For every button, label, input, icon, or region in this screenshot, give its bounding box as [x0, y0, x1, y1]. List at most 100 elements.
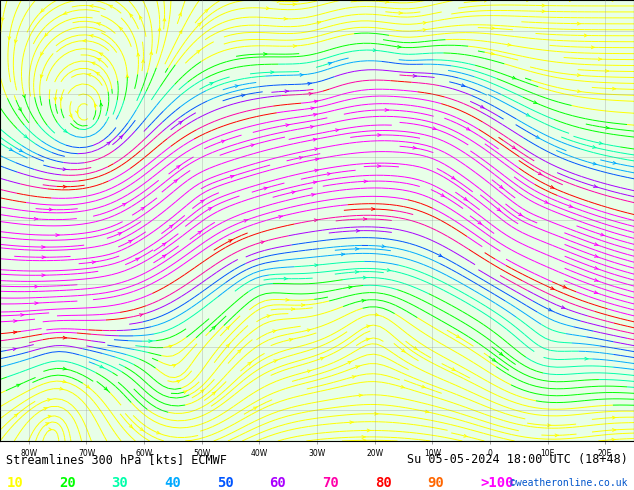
FancyArrowPatch shape: [328, 62, 332, 65]
FancyArrowPatch shape: [172, 365, 176, 367]
FancyArrowPatch shape: [49, 208, 53, 211]
FancyArrowPatch shape: [16, 384, 20, 387]
Text: >100: >100: [480, 476, 514, 490]
FancyArrowPatch shape: [122, 203, 126, 206]
FancyArrowPatch shape: [464, 197, 467, 201]
FancyArrowPatch shape: [97, 58, 101, 61]
FancyArrowPatch shape: [44, 408, 48, 410]
FancyArrowPatch shape: [432, 127, 436, 129]
FancyArrowPatch shape: [500, 352, 503, 356]
FancyArrowPatch shape: [90, 4, 93, 7]
FancyArrowPatch shape: [542, 4, 545, 7]
FancyArrowPatch shape: [352, 376, 356, 378]
FancyArrowPatch shape: [561, 306, 565, 309]
FancyArrowPatch shape: [244, 220, 248, 222]
FancyArrowPatch shape: [497, 208, 501, 211]
FancyArrowPatch shape: [42, 245, 45, 248]
FancyArrowPatch shape: [569, 205, 573, 207]
FancyArrowPatch shape: [512, 76, 516, 79]
FancyArrowPatch shape: [362, 436, 365, 439]
FancyArrowPatch shape: [600, 233, 604, 236]
FancyArrowPatch shape: [100, 365, 103, 368]
FancyArrowPatch shape: [401, 386, 404, 388]
FancyArrowPatch shape: [526, 114, 530, 116]
Text: ©weatheronline.co.uk: ©weatheronline.co.uk: [510, 478, 628, 488]
FancyArrowPatch shape: [612, 438, 615, 441]
FancyArrowPatch shape: [595, 267, 598, 269]
FancyArrowPatch shape: [612, 429, 616, 431]
FancyArrowPatch shape: [612, 416, 616, 419]
FancyArrowPatch shape: [274, 360, 278, 363]
FancyArrowPatch shape: [422, 385, 425, 388]
FancyArrowPatch shape: [550, 287, 554, 290]
FancyArrowPatch shape: [605, 70, 609, 73]
FancyArrowPatch shape: [235, 85, 238, 88]
FancyArrowPatch shape: [264, 52, 267, 55]
FancyArrowPatch shape: [45, 33, 48, 36]
FancyArrowPatch shape: [594, 291, 598, 294]
FancyArrowPatch shape: [612, 0, 616, 1]
FancyArrowPatch shape: [372, 208, 375, 210]
FancyArrowPatch shape: [141, 207, 145, 210]
FancyArrowPatch shape: [267, 315, 271, 318]
FancyArrowPatch shape: [41, 52, 43, 55]
FancyArrowPatch shape: [425, 410, 429, 413]
FancyArrowPatch shape: [60, 387, 63, 390]
FancyArrowPatch shape: [413, 74, 417, 77]
FancyArrowPatch shape: [385, 0, 389, 3]
FancyArrowPatch shape: [13, 348, 16, 350]
Text: 10: 10: [6, 476, 23, 490]
FancyArrowPatch shape: [317, 22, 321, 24]
FancyArrowPatch shape: [42, 256, 45, 259]
FancyArrowPatch shape: [63, 185, 67, 188]
FancyArrowPatch shape: [350, 421, 353, 424]
FancyArrowPatch shape: [264, 187, 268, 190]
FancyArrowPatch shape: [462, 84, 465, 87]
FancyArrowPatch shape: [212, 392, 216, 395]
FancyArrowPatch shape: [60, 98, 63, 100]
FancyArrowPatch shape: [63, 168, 67, 171]
FancyArrowPatch shape: [130, 14, 133, 17]
FancyArrowPatch shape: [382, 245, 385, 247]
FancyArrowPatch shape: [314, 148, 318, 150]
FancyArrowPatch shape: [158, 28, 161, 31]
FancyArrowPatch shape: [385, 109, 389, 111]
FancyArrowPatch shape: [366, 338, 370, 341]
FancyArrowPatch shape: [226, 326, 230, 329]
FancyArrowPatch shape: [142, 60, 145, 63]
FancyArrowPatch shape: [307, 329, 311, 332]
FancyArrowPatch shape: [356, 247, 359, 250]
FancyArrowPatch shape: [311, 125, 314, 128]
FancyArrowPatch shape: [271, 71, 274, 74]
FancyArrowPatch shape: [367, 429, 370, 432]
FancyArrowPatch shape: [42, 274, 45, 277]
FancyArrowPatch shape: [49, 428, 51, 431]
FancyArrowPatch shape: [279, 216, 282, 218]
FancyArrowPatch shape: [23, 95, 25, 98]
FancyArrowPatch shape: [248, 362, 252, 365]
FancyArrowPatch shape: [83, 39, 86, 42]
FancyArrowPatch shape: [527, 0, 530, 1]
FancyArrowPatch shape: [548, 424, 551, 427]
FancyArrowPatch shape: [327, 172, 331, 175]
FancyArrowPatch shape: [307, 82, 311, 85]
FancyArrowPatch shape: [75, 110, 78, 113]
FancyArrowPatch shape: [100, 103, 103, 106]
FancyArrowPatch shape: [129, 240, 133, 243]
FancyArrowPatch shape: [423, 22, 427, 24]
FancyArrowPatch shape: [150, 51, 153, 54]
FancyArrowPatch shape: [63, 129, 67, 132]
FancyArrowPatch shape: [118, 233, 122, 235]
FancyArrowPatch shape: [148, 340, 152, 343]
FancyArrowPatch shape: [69, 114, 72, 117]
FancyArrowPatch shape: [97, 23, 101, 25]
FancyArrowPatch shape: [197, 50, 200, 53]
FancyArrowPatch shape: [90, 34, 93, 37]
FancyArrowPatch shape: [314, 100, 318, 103]
FancyArrowPatch shape: [277, 0, 280, 2]
FancyArrowPatch shape: [15, 40, 17, 43]
FancyArrowPatch shape: [569, 0, 573, 1]
FancyArrowPatch shape: [363, 276, 366, 279]
FancyArrowPatch shape: [311, 107, 314, 110]
FancyArrowPatch shape: [34, 218, 37, 220]
